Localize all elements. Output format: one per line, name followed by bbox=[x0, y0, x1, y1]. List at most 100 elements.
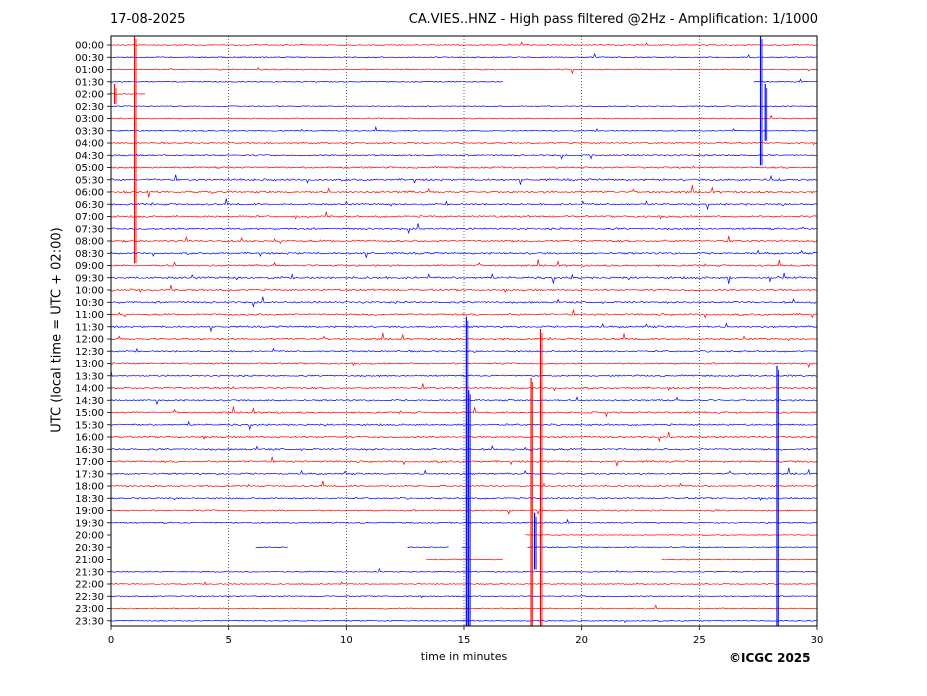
trace-row-1900 bbox=[111, 509, 818, 516]
y-tick-label: 01:00 bbox=[75, 65, 104, 76]
y-tick-label: 15:30 bbox=[75, 420, 104, 431]
trace-row-0530 bbox=[110, 174, 817, 185]
y-tick-label: 11:30 bbox=[75, 322, 104, 333]
y-tick-label: 10:00 bbox=[75, 286, 104, 297]
y-tick-label: 22:30 bbox=[75, 592, 104, 603]
y-tick-label: 15:00 bbox=[75, 408, 104, 419]
y-tick-label: 07:30 bbox=[75, 224, 104, 235]
y-tick-label: 12:30 bbox=[75, 347, 104, 358]
y-tick-label: 16:00 bbox=[75, 433, 104, 444]
trace-row-0130 bbox=[110, 78, 817, 83]
x-tick-label: 5 bbox=[225, 635, 231, 646]
y-tick-label: 05:00 bbox=[75, 163, 104, 174]
trace-row-0630 bbox=[110, 198, 818, 211]
trace-row-1330 bbox=[110, 370, 817, 378]
y-tick-label: 07:00 bbox=[75, 212, 104, 223]
x-tick-label: 10 bbox=[340, 635, 353, 646]
trace-row-1500 bbox=[110, 406, 818, 418]
y-tick-label: 17:00 bbox=[75, 457, 104, 468]
y-axis-label: UTC (local time = UTC + 02:00) bbox=[49, 227, 65, 433]
trace-row-2130 bbox=[110, 567, 818, 573]
y-tick-label: 23:00 bbox=[75, 604, 104, 615]
y-tick-label: 12:00 bbox=[75, 335, 104, 346]
trace-row-0800 bbox=[110, 235, 818, 245]
y-tick-label: 00:00 bbox=[75, 41, 104, 52]
trace-row-1130 bbox=[111, 322, 818, 333]
y-tick-label: 13:30 bbox=[75, 371, 104, 382]
y-tick-label: 08:00 bbox=[75, 237, 104, 248]
trace-row-1100 bbox=[110, 309, 818, 319]
y-tick-label: 06:00 bbox=[75, 188, 104, 199]
trace-row-1200 bbox=[110, 332, 818, 342]
y-tick-label: 09:00 bbox=[75, 261, 104, 272]
trace-row-2300 bbox=[110, 604, 818, 610]
trace-row-1030 bbox=[110, 296, 818, 308]
y-tick-label: 18:30 bbox=[75, 494, 104, 505]
y-tick-label: 17:30 bbox=[75, 469, 104, 480]
trace-row-1800 bbox=[110, 480, 818, 488]
y-tick-label: 20:30 bbox=[75, 543, 104, 554]
copyright-label: ©ICGC 2025 bbox=[729, 651, 811, 665]
y-tick-label: 22:00 bbox=[75, 580, 104, 591]
y-tick-label: 00:30 bbox=[75, 53, 104, 64]
x-axis-label: time in minutes bbox=[420, 650, 508, 663]
trace-row-1930 bbox=[110, 518, 818, 524]
trace-row-1300 bbox=[110, 362, 818, 369]
y-tick-label: 16:30 bbox=[75, 445, 104, 456]
y-tick-label: 02:30 bbox=[75, 102, 104, 113]
trace-row-0230 bbox=[110, 105, 818, 108]
y-tick-label: 01:30 bbox=[75, 77, 104, 88]
y-tick-label: 13:00 bbox=[75, 359, 104, 370]
trace-row-0830 bbox=[110, 249, 818, 258]
trace-row-0000 bbox=[110, 41, 818, 47]
trace-row-0600 bbox=[110, 184, 818, 198]
y-tick-label: 06:30 bbox=[75, 200, 104, 211]
y-tick-label: 23:30 bbox=[75, 616, 104, 627]
trace-row-0730 bbox=[110, 223, 818, 235]
trace-row-1430 bbox=[110, 396, 818, 406]
y-tick-label: 04:00 bbox=[75, 139, 104, 150]
y-tick-label: 04:30 bbox=[75, 151, 104, 162]
trace-row-2200 bbox=[110, 581, 818, 586]
trace-row-1600 bbox=[110, 431, 818, 443]
trace-row-0500 bbox=[110, 165, 818, 169]
trace-row-1700 bbox=[110, 456, 818, 467]
trace-row-0700 bbox=[111, 211, 818, 220]
trace-row-1400 bbox=[110, 383, 818, 392]
trace-row-0400 bbox=[111, 141, 818, 146]
y-tick-label: 05:30 bbox=[75, 175, 104, 186]
trace-row-1830 bbox=[110, 496, 818, 501]
trace-row-2100 bbox=[426, 558, 818, 561]
trace-row-0330 bbox=[110, 125, 818, 132]
y-tick-label: 21:30 bbox=[75, 567, 104, 578]
trace-row-2000 bbox=[525, 534, 818, 536]
trace-row-1230 bbox=[110, 347, 818, 354]
x-tick-label: 15 bbox=[458, 635, 471, 646]
x-tick-label: 20 bbox=[575, 635, 588, 646]
y-tick-label: 19:00 bbox=[75, 506, 104, 517]
trace-row-0430 bbox=[110, 153, 818, 160]
y-tick-label: 02:00 bbox=[75, 90, 104, 101]
y-tick-label: 03:30 bbox=[75, 126, 104, 137]
y-tick-label: 08:30 bbox=[75, 249, 104, 260]
trace-row-0100 bbox=[110, 66, 818, 75]
y-tick-label: 20:00 bbox=[75, 531, 104, 542]
y-tick-label: 19:30 bbox=[75, 518, 104, 529]
y-tick-label: 03:00 bbox=[75, 114, 104, 125]
x-tick-label: 25 bbox=[693, 635, 706, 646]
chart-title: CA.VIES..HNZ - High pass filtered @2Hz -… bbox=[408, 12, 818, 27]
y-tick-label: 09:30 bbox=[75, 273, 104, 284]
trace-row-2030 bbox=[255, 546, 818, 549]
trace-row-0900 bbox=[110, 259, 818, 268]
trace-row-1630 bbox=[110, 445, 818, 453]
y-tick-label: 11:00 bbox=[75, 310, 104, 321]
trace-row-2230 bbox=[110, 595, 818, 599]
chart-date: 17-08-2025 bbox=[110, 12, 186, 27]
y-tick-label: 14:00 bbox=[75, 384, 104, 395]
x-tick-label: 0 bbox=[108, 635, 114, 646]
trace-row-0030 bbox=[110, 52, 818, 59]
trace-row-2330 bbox=[110, 619, 818, 624]
trace-row-1730 bbox=[110, 467, 818, 476]
trace-row-0300 bbox=[110, 114, 818, 120]
